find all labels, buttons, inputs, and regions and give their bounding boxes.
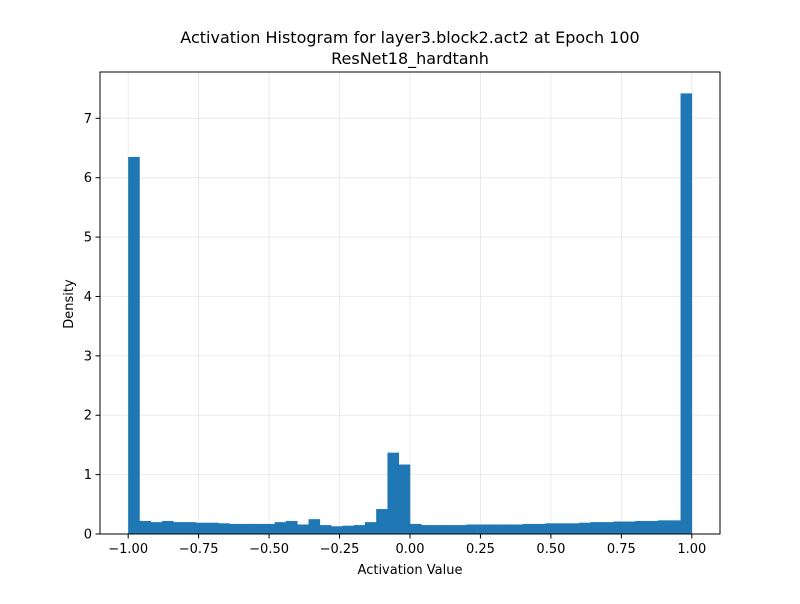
histogram-bar [128,156,140,535]
histogram-bar [274,522,287,534]
histogram-bar [658,520,670,534]
y-axis-label: Density [62,279,77,329]
x-axis-label: Activation Value [358,563,463,578]
histogram-bar [139,520,152,534]
histogram-bar [240,523,253,534]
histogram-bar [432,525,445,534]
y-tick-label: 4 [84,290,92,305]
histogram-bar [184,522,197,534]
histogram-bar [319,525,332,534]
y-tick-label: 2 [84,409,92,424]
histogram-bar [466,524,478,534]
histogram-bar [297,524,309,534]
histogram-bar [669,520,681,534]
x-tick-label: 0.50 [536,542,565,557]
histogram-bar [612,521,625,534]
x-tick-label: 0.75 [607,542,636,557]
x-tick-label: 0.00 [396,542,425,557]
histogram-bar [376,509,388,534]
histogram-bar [511,524,524,534]
histogram-bar [646,520,659,534]
tick-marks: −1.00 −0.75 −0.50 −0.25 0.00 0.25 0.50 0.75 1.00… [84,112,707,557]
histogram-bar [624,521,636,534]
histogram-bar [410,523,422,534]
histogram-bar [207,522,219,534]
histogram-bar [534,523,546,534]
histogram-bar [680,93,693,534]
histogram-bar [353,525,366,534]
histogram-bar [331,526,343,534]
x-tick-label: −0.25 [320,542,360,557]
histogram-bar [308,519,321,534]
histogram-bar [579,522,591,534]
histogram-bar [150,522,163,534]
histogram-bar [556,523,569,534]
histogram-bar [455,525,467,534]
histogram-bar [545,523,557,534]
histogram-bar [443,525,456,534]
histogram-bar [218,523,230,534]
histogram-bar [590,522,602,534]
histogram-bar [195,522,208,534]
x-tick-label: −1.00 [108,542,148,557]
y-tick-label: 7 [84,112,92,127]
histogram-bar [162,520,174,534]
y-tick-label: 6 [84,171,92,186]
histogram-bar [263,523,276,534]
histogram-bar [398,464,411,534]
histogram-bar [229,523,242,534]
histogram-bar [173,522,185,534]
histogram-bars [128,93,693,535]
histogram-bar [488,524,501,534]
y-tick-label: 3 [84,349,92,364]
histogram-bar [500,524,512,534]
histogram-bar [635,520,648,534]
histogram-bar [364,522,377,534]
histogram-bar [567,523,580,534]
x-tick-label: −0.75 [179,542,219,557]
histogram-bar [522,523,535,534]
y-tick-label: 0 [84,528,92,543]
histogram-bar [342,525,354,534]
x-tick-label: −0.50 [249,542,289,557]
histogram-bar [286,520,298,534]
histogram-bar [252,523,264,534]
y-tick-label: 5 [84,231,92,246]
y-tick-label: 1 [84,468,92,483]
histogram-bar [601,522,614,534]
histogram-bar [477,524,490,534]
chart-title: Activation Histogram for layer3.block2.a… [180,28,639,47]
histogram-bar [387,452,400,534]
chart-subtitle: ResNet18_hardtanh [331,49,489,69]
x-tick-label: 0.25 [466,542,495,557]
x-tick-label: 1.00 [677,542,706,557]
histogram-bar [421,525,433,534]
